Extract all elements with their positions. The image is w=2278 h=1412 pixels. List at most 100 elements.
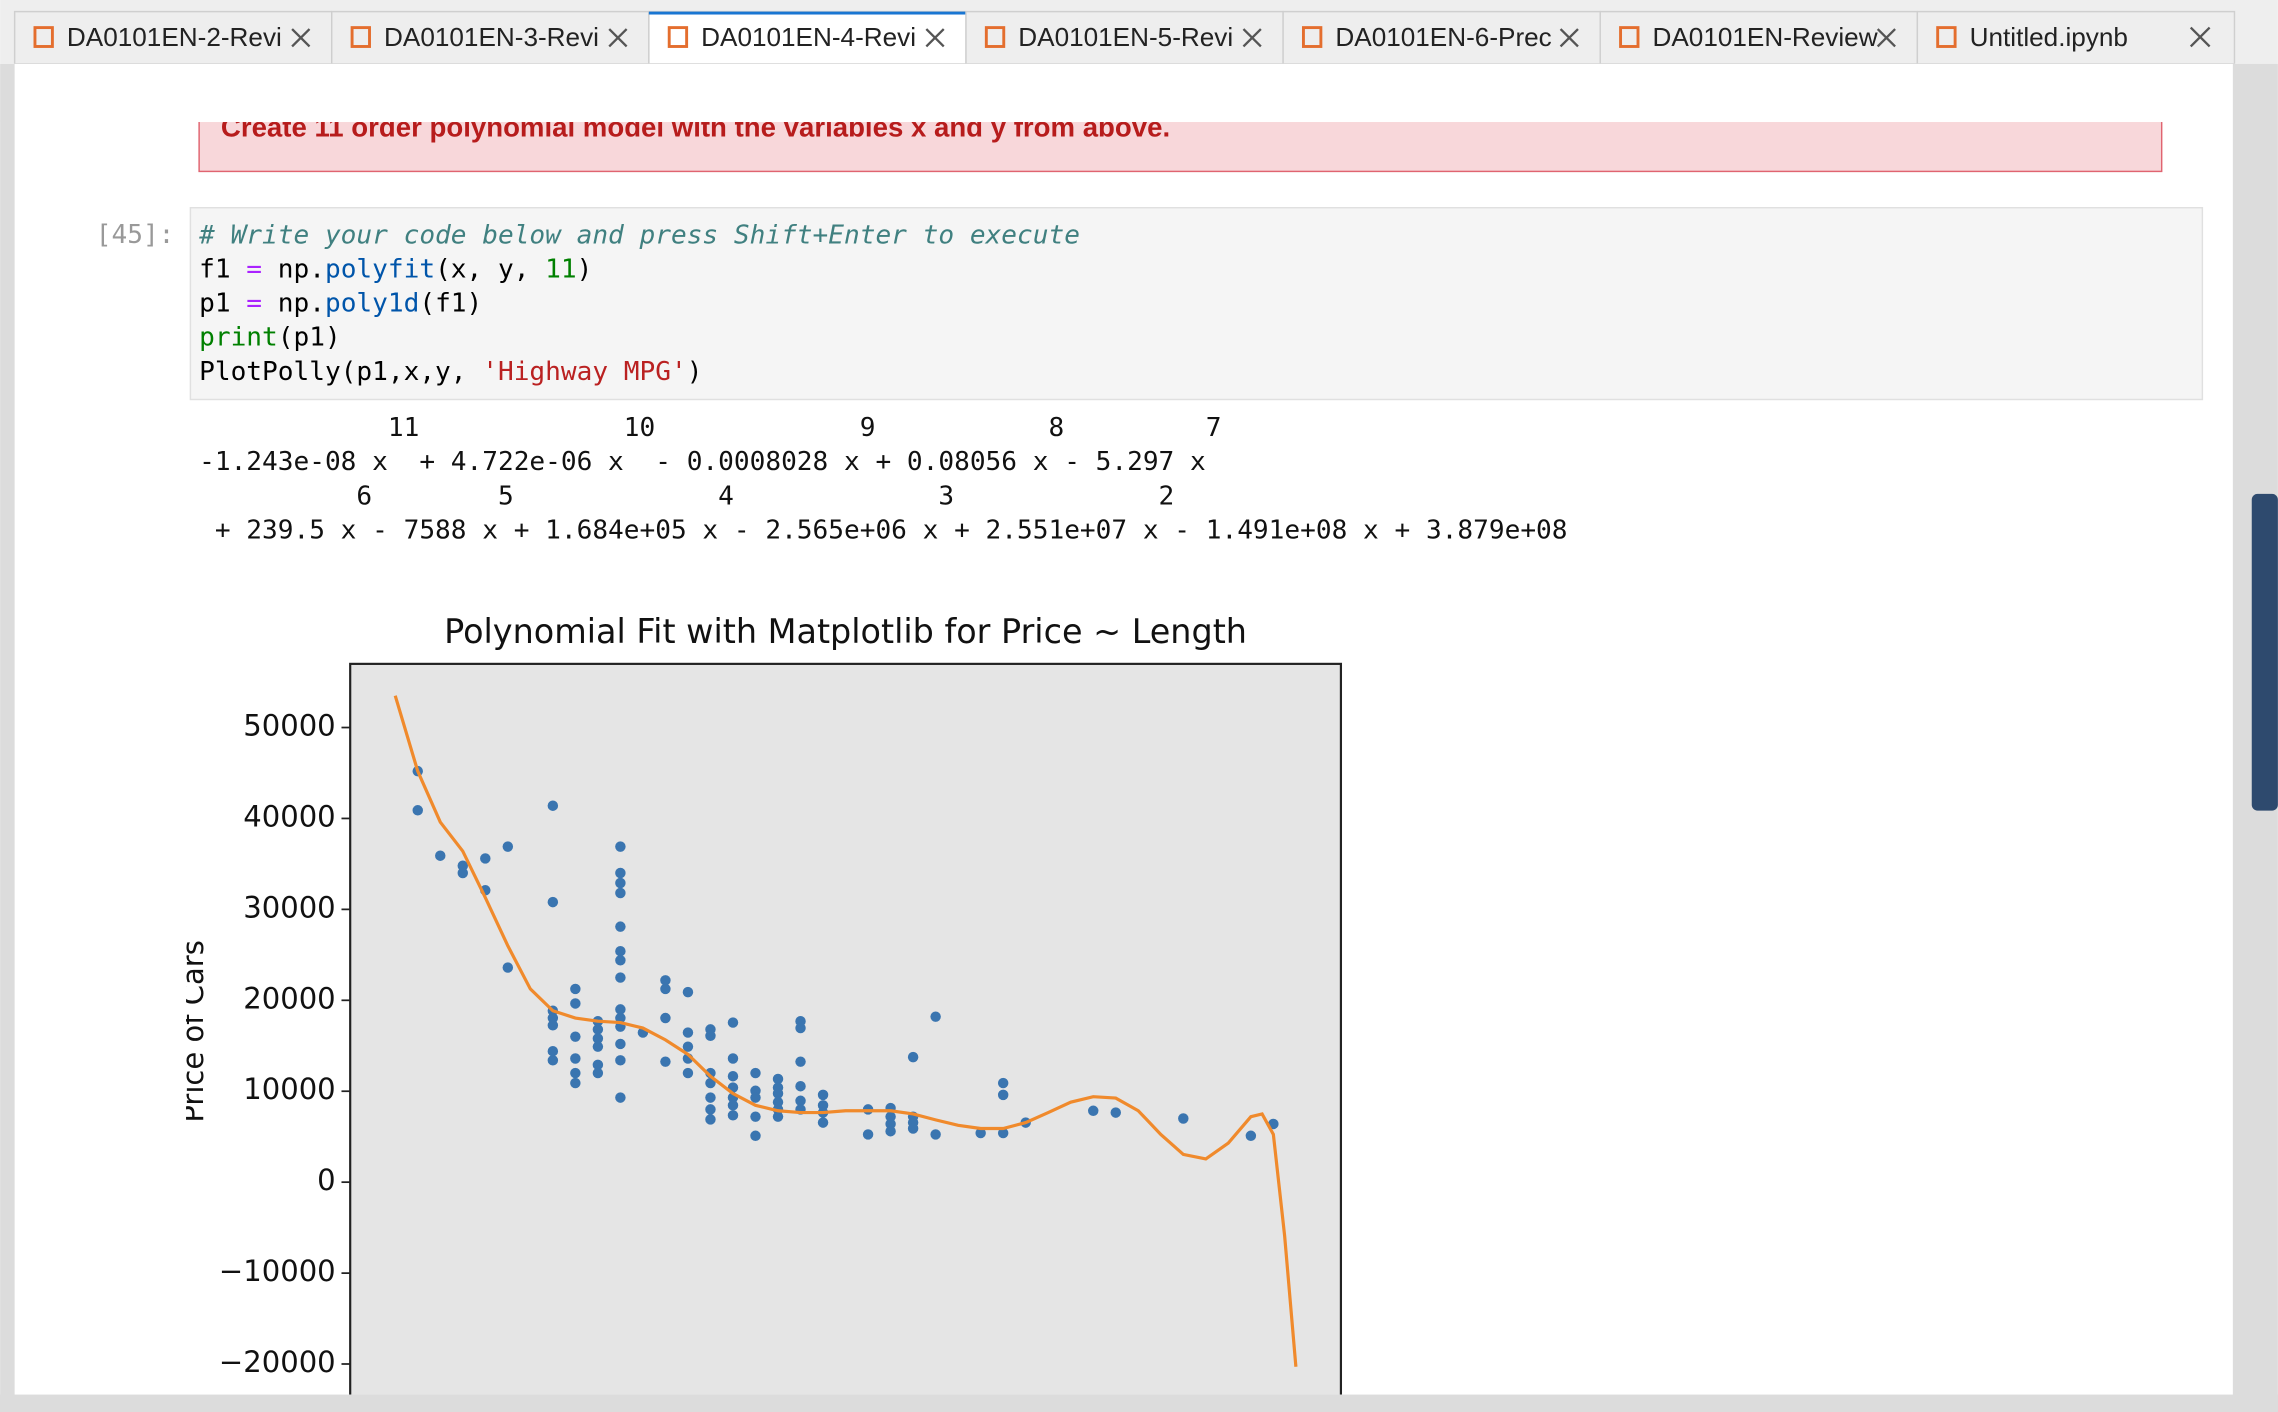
scatter-point bbox=[997, 1127, 1009, 1139]
tab[interactable] bbox=[1599, 10, 1919, 65]
tabs: DA0101EN-2-Revi DA0101EN-3-Revi DA0101EN-4… bbox=[13, 10, 2236, 65]
scatter-point bbox=[682, 1067, 694, 1079]
tab[interactable] bbox=[965, 10, 1284, 65]
scatter-point bbox=[615, 945, 626, 957]
scatter-point bbox=[570, 983, 581, 995]
tab-icon bbox=[33, 26, 54, 48]
scatter-point bbox=[795, 1022, 806, 1034]
scatter-point bbox=[615, 972, 626, 983]
scatter-point bbox=[660, 983, 671, 995]
tab[interactable] bbox=[331, 10, 650, 65]
tab-close[interactable] bbox=[1242, 28, 1262, 48]
output-line: -1.243e-08 x + 4.722e-06 x - 0.0008028 x… bbox=[199, 447, 1206, 477]
scatter-point bbox=[1088, 1105, 1099, 1117]
scatter-point bbox=[592, 1041, 604, 1052]
y-tick-label: 40000 bbox=[243, 799, 335, 833]
scatter-point bbox=[615, 1055, 626, 1066]
scatter-point bbox=[547, 800, 559, 811]
scatter-point bbox=[457, 860, 469, 871]
fit-line bbox=[393, 695, 1298, 1367]
cell-prompt: [45]: bbox=[96, 220, 175, 250]
scatter-point bbox=[547, 1045, 559, 1057]
scatter-point bbox=[907, 1051, 919, 1063]
code-token: = bbox=[246, 288, 262, 318]
tab-label: DA0101EN-6-Prec bbox=[1335, 22, 1551, 52]
scatter-point bbox=[997, 1077, 1009, 1089]
tab-active-bar bbox=[648, 11, 966, 15]
scatter-point bbox=[1245, 1130, 1257, 1142]
scatter-point bbox=[727, 1070, 739, 1082]
toolbar-cover bbox=[0, 63, 2238, 123]
tab-close[interactable] bbox=[291, 28, 311, 48]
scatter-point bbox=[570, 1031, 581, 1042]
scatter-point bbox=[570, 1053, 581, 1064]
scatter-point bbox=[570, 998, 581, 1009]
tab-label: DA0101EN-3-Revi bbox=[384, 22, 599, 52]
code-token: 'Highway MPG' bbox=[482, 356, 686, 386]
scatter-point bbox=[615, 841, 626, 852]
scatter-point bbox=[727, 1110, 739, 1121]
chart-title: Polynomial Fit with Matplotlib for Price… bbox=[444, 612, 1247, 651]
scatter-point bbox=[997, 1089, 1009, 1101]
code-token: 11 bbox=[545, 254, 576, 284]
scatter-point bbox=[615, 1092, 626, 1103]
code-token: np. bbox=[262, 254, 325, 284]
scatter-point bbox=[727, 1100, 739, 1111]
tab-close[interactable] bbox=[1876, 28, 1896, 48]
tab-label: DA0101EN-Review bbox=[1653, 22, 1878, 52]
close-last[interactable] bbox=[2189, 26, 2211, 48]
tab-label: DA0101EN-5-Revi bbox=[1018, 22, 1233, 52]
scatter-point bbox=[817, 1117, 829, 1128]
scatter-point bbox=[705, 1030, 716, 1041]
scatter-point bbox=[412, 805, 423, 816]
scatter-point bbox=[457, 867, 469, 879]
tab-icon bbox=[1936, 26, 1957, 48]
output-line: 11 10 9 8 7 bbox=[199, 413, 1221, 443]
y-tick-label: −20000 bbox=[219, 1345, 336, 1379]
code-token: poly1d bbox=[325, 288, 419, 318]
scatter-point bbox=[547, 1012, 559, 1024]
scatter-point bbox=[862, 1129, 874, 1140]
side-panel-tab[interactable] bbox=[2251, 493, 2278, 811]
y-axis-label: Price of Cars bbox=[176, 940, 210, 1122]
scatter-point bbox=[750, 1130, 761, 1142]
tab-icon bbox=[667, 26, 689, 48]
tab-close[interactable] bbox=[1559, 28, 1579, 48]
scatter-point bbox=[660, 975, 671, 986]
code-line: p1 = np.poly1d(f1) bbox=[199, 288, 482, 318]
y-tick-label: 30000 bbox=[243, 890, 335, 924]
scatter-point bbox=[615, 887, 626, 899]
code-line: # Write your code below and press Shift+… bbox=[198, 220, 1080, 250]
code-token: f1 bbox=[199, 254, 246, 284]
scatter-point bbox=[817, 1089, 829, 1101]
plot-area bbox=[349, 662, 1343, 1395]
scatter-point bbox=[592, 1024, 604, 1035]
scatter-point bbox=[592, 1067, 604, 1079]
bottom-edge bbox=[0, 1394, 2278, 1412]
output-line: 6 5 4 3 2 bbox=[199, 481, 1174, 511]
scatter-point bbox=[592, 1059, 604, 1071]
scatter-point bbox=[885, 1126, 896, 1137]
scatter-point bbox=[615, 877, 626, 889]
scatter-point bbox=[660, 1056, 671, 1067]
output: 11 10 9 8 7 -1.243e-08 x + 4.722e-06 x - … bbox=[199, 413, 1567, 545]
code-cell[interactable] bbox=[189, 207, 2204, 401]
scatter-point bbox=[750, 1092, 761, 1103]
scatter-point bbox=[615, 1004, 626, 1015]
tab-close[interactable] bbox=[608, 28, 628, 48]
left-edge bbox=[0, 63, 15, 1412]
scatter-point bbox=[480, 853, 491, 864]
scatter-point bbox=[615, 1038, 626, 1050]
scatter-point bbox=[750, 1067, 761, 1079]
scatter-point bbox=[502, 962, 514, 973]
code-token: = bbox=[246, 254, 262, 284]
code-token: PlotPolly(p1,x,y, bbox=[199, 356, 482, 386]
tab-close[interactable] bbox=[925, 28, 945, 48]
code-line: PlotPolly(p1,x,y, 'Highway MPG') bbox=[199, 356, 702, 386]
code-token: print bbox=[199, 322, 278, 352]
scatter-point bbox=[975, 1127, 986, 1139]
scatter-point bbox=[435, 850, 446, 861]
tab[interactable] bbox=[648, 10, 967, 65]
scatter-point bbox=[705, 1114, 716, 1125]
scatter-point bbox=[772, 1088, 784, 1099]
